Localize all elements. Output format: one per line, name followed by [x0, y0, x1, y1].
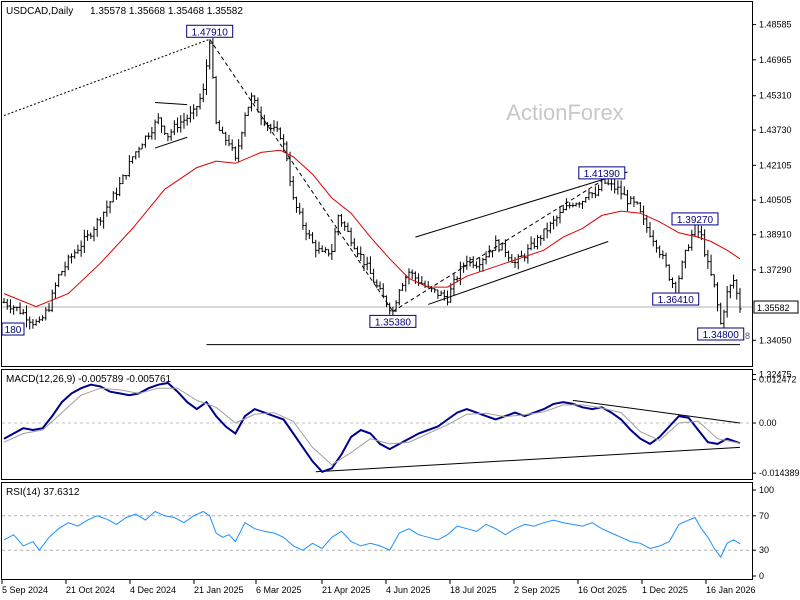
rsi-line [3, 510, 741, 559]
axis-layer: 1.48585 1.46965 1.45310 1.43730 1.42105 1.405… [1, 20, 800, 595]
price-label-box [578, 166, 626, 180]
trendline-1 [209, 38, 394, 312]
price-label: 1.41390 [578, 166, 626, 180]
price-tick-label: 1.40505 [759, 195, 792, 205]
x-tick-label: 6 Mar 2025 [256, 585, 302, 595]
price-panel-frame [1, 1, 753, 367]
price-tick-label: 1.48585 [759, 20, 792, 30]
price-tick-label: 1.38910 [759, 230, 792, 240]
rsi-tick-label: 30 [759, 545, 769, 555]
macd-title: MACD(12,26,9) -0.005789 -0.005761 [6, 374, 172, 385]
x-tick-label: 4 Jun 2025 [386, 585, 431, 595]
current-price-label: 1.35582 [757, 303, 790, 313]
macd-line [3, 381, 741, 473]
trendline-3 [154, 136, 188, 149]
price-label-box [697, 327, 745, 341]
price-label: 180 [1, 322, 25, 336]
rsi-tick-label: 100 [759, 485, 774, 495]
x-tick-label: 1 Dec 2025 [642, 585, 688, 595]
price-label-text: 1.34800 [703, 330, 740, 341]
price-label: 1.47910 [186, 24, 234, 38]
macd-signal-line [3, 387, 741, 466]
macd-panel-frame [1, 369, 753, 480]
rsi-tick-label: 70 [759, 511, 769, 521]
x-tick-label: 16 Jan 2026 [706, 585, 756, 595]
price-label-text: 1.41390 [584, 169, 621, 180]
x-tick-label: 21 Oct 2024 [66, 585, 115, 595]
rsi-title: RSI(14) 37.6312 [6, 487, 80, 498]
x-tick-label: 18 Jul 2025 [450, 585, 497, 595]
price-label-box [1, 322, 25, 336]
x-tick-label: 16 Oct 2025 [578, 585, 627, 595]
rsi-panel-frame [1, 482, 753, 580]
macd-trendline-0 [572, 399, 741, 424]
price-label-box [652, 292, 700, 306]
x-tick-label: 2 Sep 2025 [514, 585, 560, 595]
symbol-label: USDCAD,Daily [6, 6, 73, 17]
price-label-box [369, 314, 417, 328]
price-label-box [671, 212, 719, 226]
price-label-text: 1.39270 [677, 215, 714, 226]
trendline-5 [428, 240, 609, 305]
price-label: 1.34800 [697, 327, 745, 341]
macd-trendline-1 [315, 446, 741, 473]
price-tick-label: 1.46965 [759, 55, 792, 65]
price-layer: 1.47910 1.35380 1.41390 1.39270 1.36410 1.348… [1, 24, 752, 346]
trendline-6 [392, 180, 603, 312]
x-tick-label: 4 Dec 2024 [130, 585, 176, 595]
ohlc-label: 1.35578 1.35668 1.35468 1.35582 [90, 6, 243, 17]
moving-average-line [3, 149, 741, 308]
price-label: 1.36410 [652, 292, 700, 306]
x-tick-label: 21 Apr 2025 [322, 585, 371, 595]
price-tick-label: 1.42105 [759, 160, 792, 170]
price-label-text: 1.47910 [192, 27, 229, 38]
rsi-tick-label: 0 [759, 571, 764, 581]
price-label: 1.39270 [671, 212, 719, 226]
price-tick-label: 1.45310 [759, 91, 792, 101]
price-tick-label: 1.34050 [759, 335, 792, 345]
current-price-box [753, 300, 799, 314]
x-tick-label: 21 Jan 2025 [194, 585, 244, 595]
price-label-text: 1.36410 [658, 295, 695, 306]
price-label-box [186, 24, 234, 38]
price-tick-label: 1.37290 [759, 265, 792, 275]
x-tick-label: 5 Sep 2024 [2, 585, 48, 595]
macd-layer [2, 381, 752, 473]
price-label-text: 180 [5, 325, 22, 336]
price-tick-label: 1.43730 [759, 125, 792, 135]
macd-tick-label: 0.012472 [759, 375, 797, 385]
trendline-4 [415, 171, 628, 238]
price-label-text: 1.35380 [375, 317, 412, 328]
price-label: 1.35380 [369, 314, 417, 328]
rsi-layer [2, 510, 752, 559]
price-tick-label: 1.32475 [759, 369, 792, 379]
macd-tick-label: 0.00 [759, 418, 777, 428]
macd-tick-label: -0.014389 [759, 468, 800, 478]
trendline-2 [155, 101, 188, 106]
watermark: ActionForex [506, 100, 623, 125]
trendline-0 [3, 38, 210, 116]
